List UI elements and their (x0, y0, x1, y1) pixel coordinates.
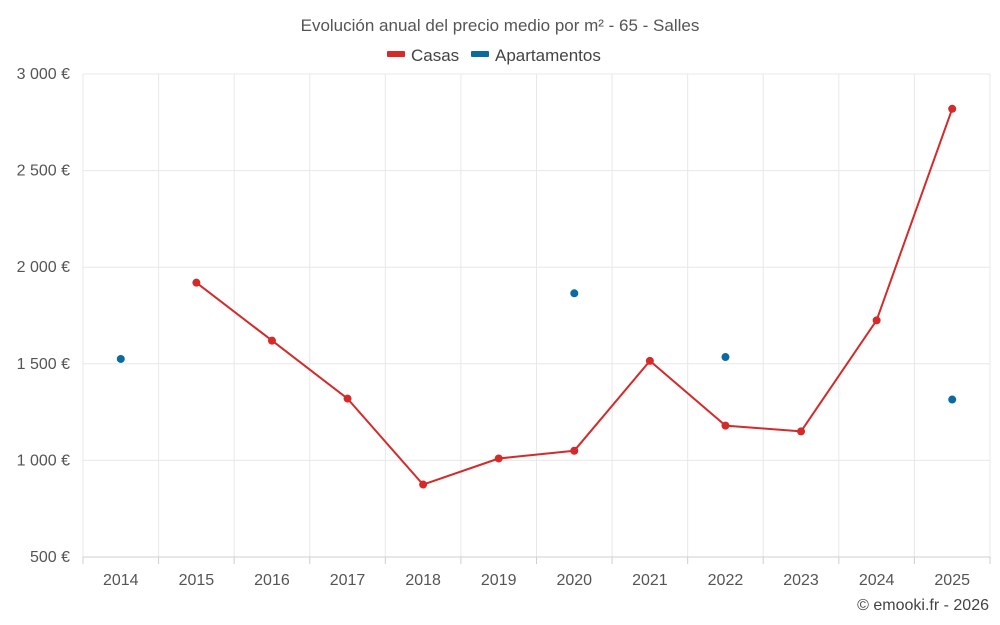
y-axis-ticks: 500 € 1 000 € 1 500 € 2 000 € 2 500 € 3 000 € (17, 66, 70, 566)
x-tick-label: 2015 (179, 572, 215, 589)
chart-title: Evolución anual del precio medio por m² … (301, 16, 700, 35)
y-tick-label: 2 000 € (17, 259, 70, 276)
x-tick-label: 2016 (254, 572, 290, 589)
credit-text: © emooki.fr - 2026 (857, 597, 989, 614)
data-point-casas-2019[interactable] (494, 454, 503, 463)
x-tick-label: 2020 (556, 572, 592, 589)
series (116, 104, 957, 489)
data-point-casas-2023[interactable] (797, 427, 806, 436)
x-tick-label: 2018 (405, 572, 441, 589)
y-tick-label: 500 € (30, 549, 70, 566)
y-tick-label: 3 000 € (17, 66, 70, 83)
data-point-casas-2015[interactable] (192, 278, 201, 287)
x-axis-ticks: 2014 2015 2016 2017 2018 2019 2020 2021 2022 2023… (103, 572, 970, 589)
data-point-apartamentos-2025[interactable] (948, 395, 957, 404)
axes (82, 556, 991, 564)
series-apartamentos (116, 289, 957, 404)
legend-swatch-apartamentos (471, 51, 489, 57)
data-point-apartamentos-2014[interactable] (116, 354, 125, 363)
grid (82, 73, 991, 557)
y-tick-label: 1 500 € (17, 356, 70, 373)
data-point-casas-2016[interactable] (267, 336, 276, 345)
series-casas (192, 104, 957, 489)
x-tick-label: 2024 (859, 572, 895, 589)
data-point-casas-2020[interactable] (570, 446, 579, 455)
legend-label-casas: Casas (411, 46, 459, 65)
data-point-casas-2021[interactable] (645, 356, 654, 365)
data-point-apartamentos-2020[interactable] (570, 289, 579, 298)
data-point-apartamentos-2022[interactable] (721, 353, 730, 362)
legend: Casas Apartamentos (387, 46, 601, 65)
data-point-casas-2022[interactable] (721, 421, 730, 430)
x-tick-label: 2017 (330, 572, 366, 589)
x-tick-label: 2019 (481, 572, 517, 589)
x-tick-label: 2023 (783, 572, 819, 589)
x-tick-label: 2014 (103, 572, 139, 589)
legend-swatch-casas (387, 51, 405, 57)
y-tick-label: 1 000 € (17, 452, 70, 469)
x-tick-label: 2021 (632, 572, 668, 589)
y-tick-label: 2 500 € (17, 163, 70, 180)
data-point-casas-2017[interactable] (343, 394, 352, 403)
data-point-casas-2025[interactable] (948, 104, 957, 113)
x-tick-label: 2025 (934, 572, 970, 589)
x-tick-label: 2022 (708, 572, 744, 589)
legend-item-casas[interactable]: Casas (387, 46, 459, 65)
data-point-casas-2018[interactable] (419, 480, 428, 489)
data-point-casas-2024[interactable] (872, 316, 881, 325)
legend-item-apartamentos[interactable]: Apartamentos (471, 46, 601, 65)
legend-label-apartamentos: Apartamentos (495, 46, 601, 65)
